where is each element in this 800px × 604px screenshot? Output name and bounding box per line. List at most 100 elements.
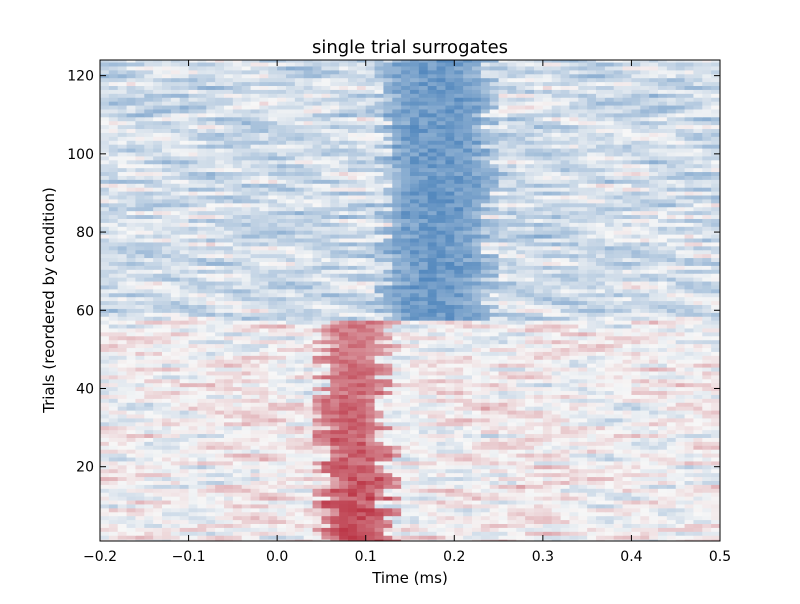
heatmap-cell xyxy=(383,304,392,309)
heatmap-cell xyxy=(472,535,481,540)
heatmap-cell xyxy=(366,277,375,282)
heatmap-cell xyxy=(640,273,649,278)
heatmap-cell xyxy=(693,347,702,352)
heatmap-cell xyxy=(242,367,251,372)
heatmap-cell xyxy=(702,433,711,438)
heatmap-cell xyxy=(242,430,251,435)
heatmap-cell xyxy=(640,281,649,286)
heatmap-cell xyxy=(561,457,570,462)
heatmap-cell xyxy=(109,437,118,442)
heatmap-cell xyxy=(224,465,233,470)
heatmap-cell xyxy=(251,390,260,395)
heatmap-cell xyxy=(437,363,446,368)
heatmap-cell xyxy=(197,340,206,345)
heatmap-cell xyxy=(268,453,277,458)
heatmap-cell xyxy=(623,301,632,306)
heatmap-cell xyxy=(153,519,162,524)
heatmap-cell xyxy=(499,480,508,485)
heatmap-cell xyxy=(392,527,401,532)
heatmap-cell xyxy=(605,422,614,427)
heatmap-cell xyxy=(490,308,499,313)
heatmap-cell xyxy=(392,492,401,497)
heatmap-cell xyxy=(180,375,189,380)
heatmap-cell xyxy=(649,465,658,470)
heatmap-cell xyxy=(100,269,109,274)
heatmap-cell xyxy=(614,347,623,352)
heatmap-cell xyxy=(676,527,685,532)
heatmap-cell xyxy=(162,265,171,270)
heatmap-cell xyxy=(392,336,401,341)
heatmap-cell xyxy=(640,406,649,411)
heatmap-cell xyxy=(321,519,330,524)
heatmap-cell xyxy=(144,355,153,360)
heatmap-cell xyxy=(171,273,180,278)
heatmap-cell xyxy=(206,390,215,395)
heatmap-cell xyxy=(711,496,720,501)
heatmap-cell xyxy=(162,293,171,298)
heatmap-cell xyxy=(658,496,667,501)
heatmap-cell xyxy=(321,301,330,306)
heatmap-cell xyxy=(454,375,463,380)
heatmap-cell xyxy=(357,433,366,438)
heatmap-cell xyxy=(437,496,446,501)
heatmap-cell xyxy=(109,402,118,407)
heatmap-cell xyxy=(587,387,596,392)
heatmap-cell xyxy=(481,308,490,313)
heatmap-cell xyxy=(162,371,171,376)
heatmap-cell xyxy=(197,516,206,521)
heatmap-cell xyxy=(383,332,392,337)
heatmap-cell xyxy=(676,301,685,306)
heatmap-cell xyxy=(127,531,136,536)
heatmap-cell xyxy=(640,445,649,450)
heatmap-cell xyxy=(428,519,437,524)
heatmap-cell xyxy=(330,500,339,505)
heatmap-cell xyxy=(605,473,614,478)
heatmap-cell xyxy=(401,523,410,528)
heatmap-cell xyxy=(153,426,162,431)
heatmap-cell xyxy=(437,332,446,337)
heatmap-cell xyxy=(587,469,596,474)
heatmap-cell xyxy=(392,488,401,493)
heatmap-cell xyxy=(304,504,313,509)
heatmap-cell xyxy=(153,332,162,337)
heatmap-cell xyxy=(578,535,587,540)
heatmap-cell xyxy=(410,465,419,470)
heatmap-cell xyxy=(649,265,658,270)
heatmap-cell xyxy=(472,336,481,341)
heatmap-cell xyxy=(419,355,428,360)
heatmap-cell xyxy=(693,387,702,392)
heatmap-cell xyxy=(605,480,614,485)
heatmap-cell xyxy=(277,508,286,513)
heatmap-cell xyxy=(605,523,614,528)
heatmap-cell xyxy=(631,289,640,294)
heatmap-cell xyxy=(259,457,268,462)
heatmap-cell xyxy=(375,355,384,360)
heatmap-cell xyxy=(649,398,658,403)
heatmap-cell xyxy=(251,523,260,528)
heatmap-cell xyxy=(685,367,694,372)
heatmap-cell xyxy=(481,340,490,345)
heatmap-cell xyxy=(711,355,720,360)
heatmap-cell xyxy=(286,261,295,266)
heatmap-cell xyxy=(109,265,118,270)
heatmap-cell xyxy=(667,297,676,302)
heatmap-cell xyxy=(658,422,667,427)
heatmap-cell xyxy=(144,336,153,341)
heatmap-cell xyxy=(144,449,153,454)
heatmap-cell xyxy=(339,336,348,341)
heatmap-cell xyxy=(543,344,552,349)
heatmap-cell xyxy=(410,504,419,509)
heatmap-cell xyxy=(640,433,649,438)
heatmap-cell xyxy=(286,355,295,360)
heatmap-cell xyxy=(693,328,702,333)
heatmap-cell xyxy=(162,418,171,423)
heatmap-cell xyxy=(392,375,401,380)
heatmap-cell xyxy=(543,535,552,540)
heatmap-cell xyxy=(534,379,543,384)
heatmap-cell xyxy=(100,402,109,407)
heatmap-cell xyxy=(543,383,552,388)
heatmap-cell xyxy=(135,445,144,450)
heatmap-cell xyxy=(543,293,552,298)
heatmap-cell xyxy=(552,410,561,415)
heatmap-cell xyxy=(561,500,570,505)
